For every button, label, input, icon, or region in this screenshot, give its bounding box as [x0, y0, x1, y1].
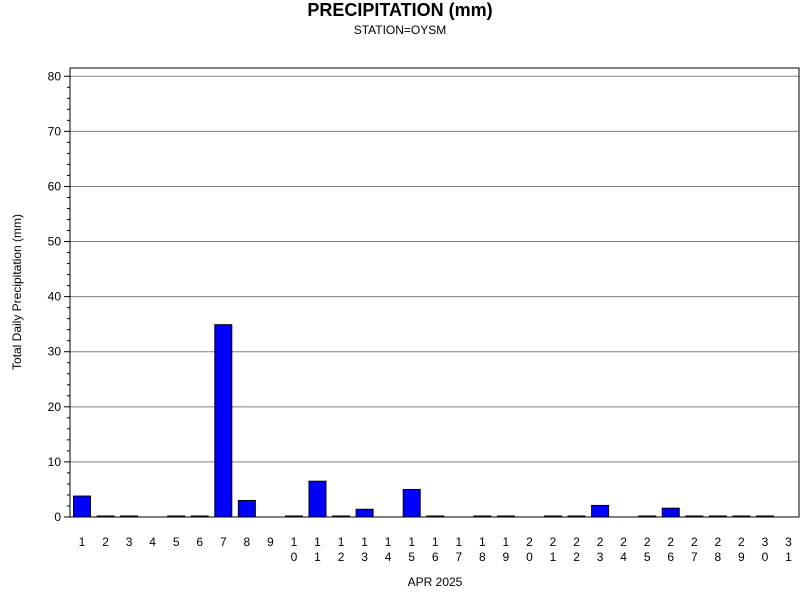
bars — [73, 324, 774, 518]
y-tick-label: 40 — [48, 290, 62, 304]
x-tick-label: 1 — [432, 535, 439, 549]
x-tick-label: 5 — [644, 550, 651, 564]
x-tick-label: 2 — [620, 535, 627, 549]
bar-day-11 — [308, 480, 327, 518]
bar-day-8 — [237, 499, 256, 518]
x-tick-label: 3 — [597, 550, 604, 564]
bar-day-1 — [73, 495, 91, 518]
x-tick-label: 6 — [667, 550, 674, 564]
x-tick-label: 2 — [667, 535, 674, 549]
x-tick-label: 1 — [455, 535, 462, 549]
x-tick-label: 1 — [385, 535, 392, 549]
bar-day-26 — [661, 507, 680, 518]
bar-day-13 — [355, 508, 374, 518]
x-tick-label: 6 — [432, 550, 439, 564]
x-tick-label: 1 — [79, 535, 86, 549]
x-tick-label: 1 — [479, 535, 486, 549]
x-tick-label: 4 — [385, 550, 392, 564]
x-tick-label: 9 — [267, 535, 274, 549]
x-tick-label: 4 — [620, 550, 627, 564]
plot-area-frame — [69, 67, 800, 518]
x-tick-label: 2 — [526, 535, 533, 549]
x-tick-label: 7 — [455, 550, 462, 564]
chart-title: PRECIPITATION (mm) — [307, 0, 493, 20]
x-tick-label: 2 — [573, 550, 580, 564]
y-tick-label: 70 — [48, 124, 62, 138]
x-tick-label: 2 — [715, 535, 722, 549]
x-tick-label: 2 — [102, 535, 109, 549]
x-tick-label: 1 — [314, 550, 321, 564]
x-tick-label: 8 — [479, 550, 486, 564]
x-tick-label: 9 — [503, 550, 510, 564]
y-axis-label: Total Daily Precipitation (mm) — [10, 214, 24, 370]
x-tick-label: 1 — [503, 535, 510, 549]
x-tick-label: 4 — [149, 535, 156, 549]
bar-day-23 — [591, 504, 610, 518]
bar-day-7 — [214, 324, 233, 518]
y-axis-ticks: 0 10 20 30 40 50 60 70 80 — [48, 69, 70, 524]
x-tick-label: 1 — [314, 535, 321, 549]
bar-day-15 — [402, 488, 421, 518]
x-tick-label: 0 — [526, 550, 533, 564]
x-tick-label: 9 — [738, 550, 745, 564]
x-tick-label: 2 — [550, 535, 557, 549]
y-tick-label: 10 — [48, 455, 62, 469]
x-tick-label: 7 — [220, 535, 227, 549]
x-tick-label: 8 — [244, 535, 251, 549]
x-axis-label: APR 2025 — [408, 575, 463, 589]
x-axis-ticks: 1 2 3 4 5 6 7 8 9 1011121314151617181920212223242… — [79, 535, 793, 564]
y-tick-label: 0 — [54, 510, 61, 524]
x-tick-label: 1 — [785, 550, 792, 564]
x-tick-label: 3 — [785, 535, 792, 549]
x-tick-label: 7 — [691, 550, 698, 564]
x-tick-label: 2 — [597, 535, 604, 549]
x-tick-label: 1 — [338, 535, 345, 549]
x-tick-label: 2 — [691, 535, 698, 549]
x-tick-label: 2 — [644, 535, 651, 549]
x-tick-label: 8 — [715, 550, 722, 564]
x-tick-label: 1 — [291, 535, 298, 549]
x-tick-label: 5 — [408, 550, 415, 564]
y-tick-label: 80 — [48, 69, 62, 83]
y-tick-label: 20 — [48, 400, 62, 414]
x-tick-label: 3 — [361, 550, 368, 564]
gridlines — [70, 75, 799, 463]
y-tick-label: 30 — [48, 345, 62, 359]
x-tick-label: 5 — [173, 535, 180, 549]
y-tick-label: 60 — [48, 179, 62, 193]
x-tick-label: 2 — [738, 535, 745, 549]
x-tick-label: 0 — [762, 550, 769, 564]
x-tick-label: 2 — [338, 550, 345, 564]
x-tick-label: 3 — [126, 535, 133, 549]
x-tick-label: 3 — [762, 535, 769, 549]
x-tick-label: 0 — [291, 550, 298, 564]
x-tick-label: 2 — [573, 535, 580, 549]
x-tick-label: 1 — [361, 535, 368, 549]
chart-subtitle: STATION=OYSM — [353, 23, 447, 37]
x-tick-label: 1 — [408, 535, 415, 549]
x-tick-label: 6 — [196, 535, 203, 549]
x-tick-label: 1 — [550, 550, 557, 564]
y-tick-label: 50 — [48, 235, 62, 249]
